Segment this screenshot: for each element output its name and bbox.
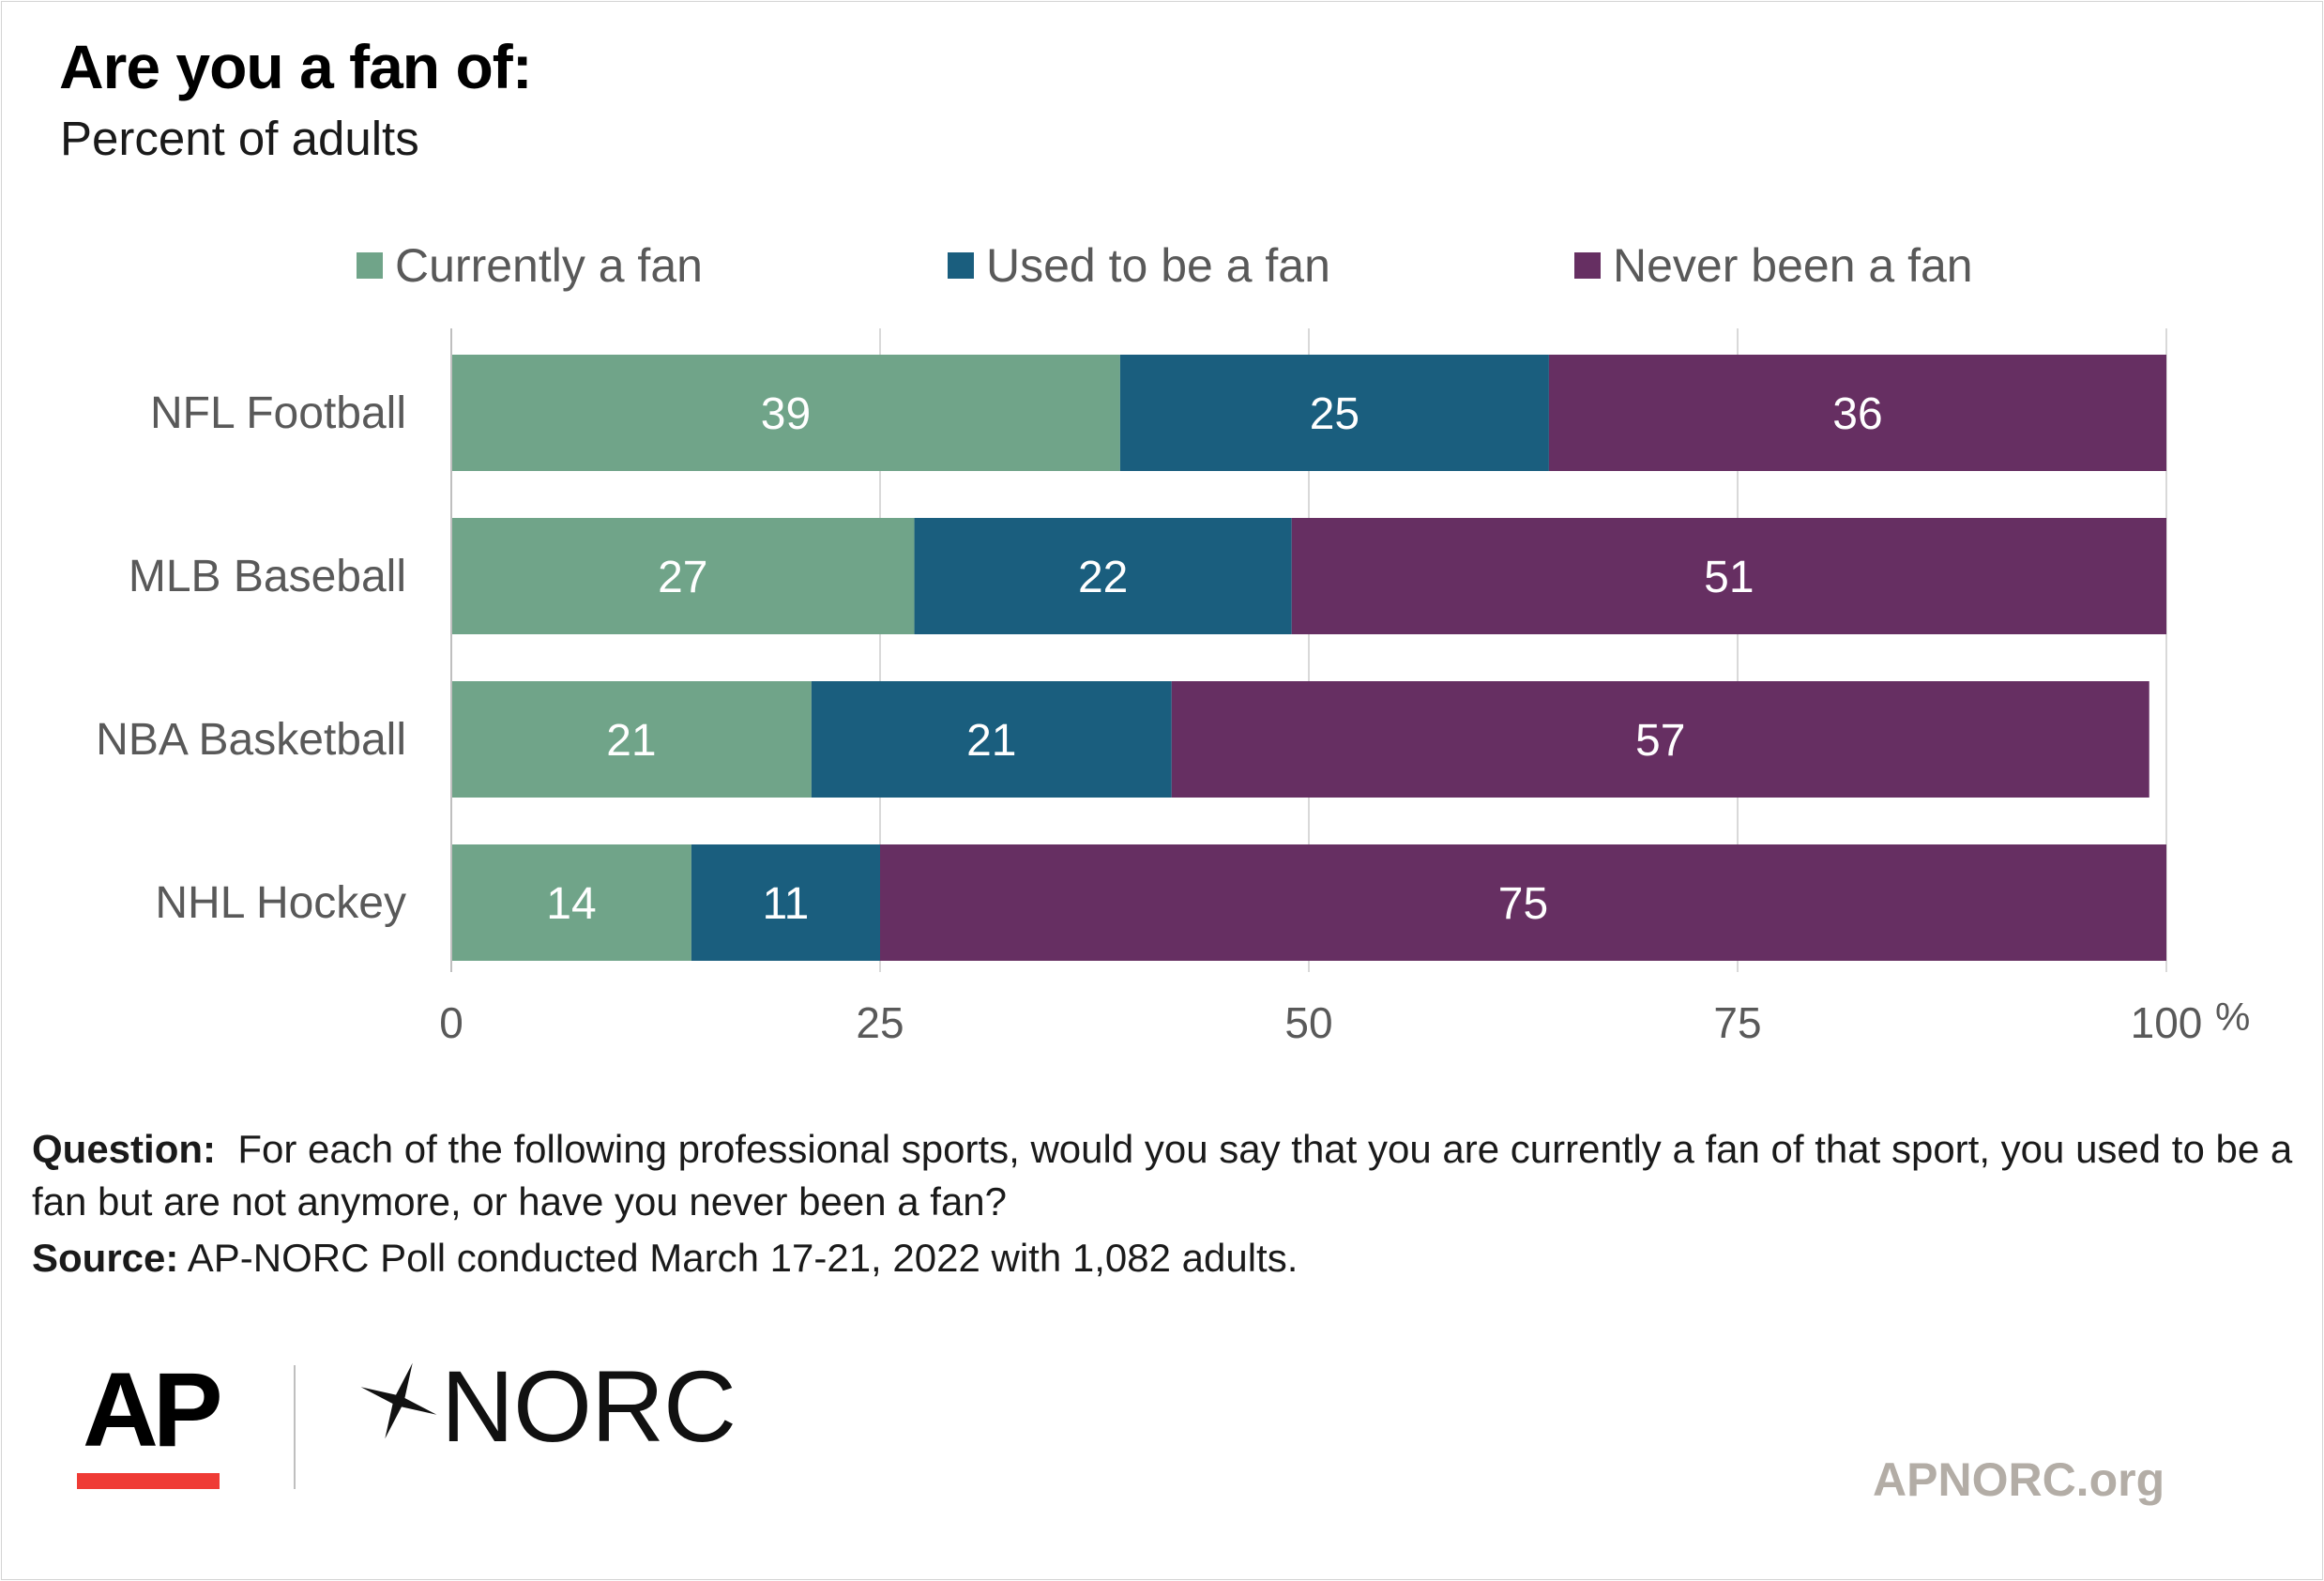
bar-segment bbox=[1119, 355, 1549, 471]
category-label: NBA Basketball bbox=[96, 715, 406, 765]
bar-segment bbox=[811, 681, 1172, 798]
data-label: 22 bbox=[1078, 553, 1128, 602]
data-label: 57 bbox=[1635, 716, 1685, 766]
bar-segment bbox=[451, 355, 1120, 471]
bar-segment bbox=[1291, 518, 2166, 634]
category-label: NHL Hockey bbox=[155, 878, 406, 928]
bar-segment bbox=[880, 844, 2166, 961]
data-label: 11 bbox=[763, 879, 810, 929]
legend-label-used-to-be: Used to be a fan bbox=[986, 239, 1330, 292]
bar-segment bbox=[1548, 355, 2166, 471]
question-label: Question: bbox=[32, 1127, 216, 1171]
data-label: 27 bbox=[658, 553, 707, 602]
legend-item-never: Never been a fan bbox=[1574, 238, 1973, 293]
bar-segment bbox=[691, 844, 880, 961]
category-label: NFL Football bbox=[150, 388, 406, 438]
x-tick-label: 100 bbox=[2131, 998, 2203, 1047]
bar-segment bbox=[451, 681, 812, 798]
data-label: 39 bbox=[761, 389, 811, 439]
data-label: 21 bbox=[966, 716, 1016, 766]
question-text: For each of the following professional s… bbox=[32, 1127, 2293, 1224]
site-url: APNORC.org bbox=[1873, 1453, 2165, 1506]
x-tick-label: 0 bbox=[439, 998, 463, 1047]
category-label: MLB Baseball bbox=[129, 552, 406, 601]
x-unit-label: % bbox=[2215, 995, 2250, 1039]
chart-title: Are you a fan of: bbox=[59, 32, 533, 101]
data-label: 75 bbox=[1498, 879, 1548, 929]
legend-item-used-to-be: Used to be a fan bbox=[948, 238, 1330, 293]
source-label: Source: bbox=[32, 1236, 179, 1280]
legend-label-currently: Currently a fan bbox=[395, 239, 703, 292]
logo-divider bbox=[294, 1365, 296, 1489]
norc-star-icon bbox=[360, 1362, 437, 1439]
bar-segment bbox=[1171, 681, 2149, 798]
ap-logo: AP bbox=[83, 1351, 223, 1468]
legend: Currently a fan Used to be a fan Never b… bbox=[0, 238, 2324, 295]
bar-segment bbox=[451, 844, 691, 961]
data-label: 25 bbox=[1310, 389, 1359, 439]
legend-swatch-currently bbox=[357, 252, 383, 279]
x-tick-label: 75 bbox=[1713, 998, 1761, 1047]
bar-segment bbox=[914, 518, 1292, 634]
chart-subtitle: Percent of adults bbox=[60, 112, 419, 165]
norc-logo: NORC bbox=[441, 1349, 737, 1463]
data-label: 36 bbox=[1832, 389, 1882, 439]
data-label: 14 bbox=[546, 879, 596, 929]
question-note: Question: For each of the following prof… bbox=[32, 1123, 2302, 1228]
x-tick-label: 50 bbox=[1284, 998, 1332, 1047]
source-text: AP-NORC Poll conducted March 17-21, 2022… bbox=[187, 1236, 1299, 1280]
legend-label-never: Never been a fan bbox=[1613, 239, 1973, 292]
ap-logo-underline bbox=[77, 1473, 220, 1489]
legend-swatch-never bbox=[1574, 252, 1601, 279]
data-label: 21 bbox=[606, 716, 656, 766]
x-tick-label: 25 bbox=[856, 998, 904, 1047]
source-note: Source: AP-NORC Poll conducted March 17-… bbox=[32, 1232, 2302, 1285]
bar-segment bbox=[451, 518, 915, 634]
legend-swatch-used-to-be bbox=[948, 252, 974, 279]
data-label: 51 bbox=[1704, 553, 1754, 602]
legend-item-currently: Currently a fan bbox=[357, 238, 703, 293]
